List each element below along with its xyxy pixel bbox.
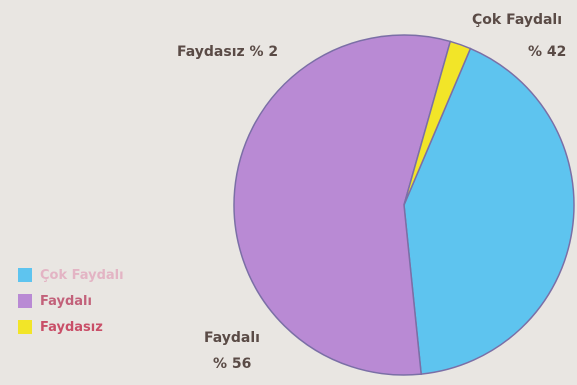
- slice-faydali: [233, 34, 452, 376]
- legend-item-faydali: Faydalı: [18, 288, 124, 314]
- slice-percent-faydali: % 56: [213, 356, 252, 372]
- legend-swatch-faydasiz: [18, 320, 32, 334]
- legend-swatch-cok-faydali: [18, 268, 32, 282]
- legend-label-faydasiz: Faydasız: [40, 319, 103, 335]
- legend-label-faydali: Faydalı: [40, 293, 92, 309]
- slice-label-faydali: Faydalı: [204, 330, 260, 346]
- legend-swatch-faydali: [18, 294, 32, 308]
- slice-cok-faydali: [403, 47, 575, 375]
- legend-label-cok-faydali: Çok Faydalı: [40, 267, 124, 283]
- legend-item-faydasiz: Faydasız: [18, 314, 124, 340]
- legend: Çok Faydalı Faydalı Faydasız: [18, 262, 124, 340]
- slice-percent-cok-faydali: % 42: [528, 44, 567, 60]
- slice-faydasiz: [403, 40, 472, 206]
- slice-label-cok-faydali: Çok Faydalı: [472, 12, 563, 28]
- legend-item-cok-faydali: Çok Faydalı: [18, 262, 124, 288]
- slice-label-faydasiz: Faydasız % 2: [177, 44, 279, 60]
- pie-slices: [233, 34, 575, 376]
